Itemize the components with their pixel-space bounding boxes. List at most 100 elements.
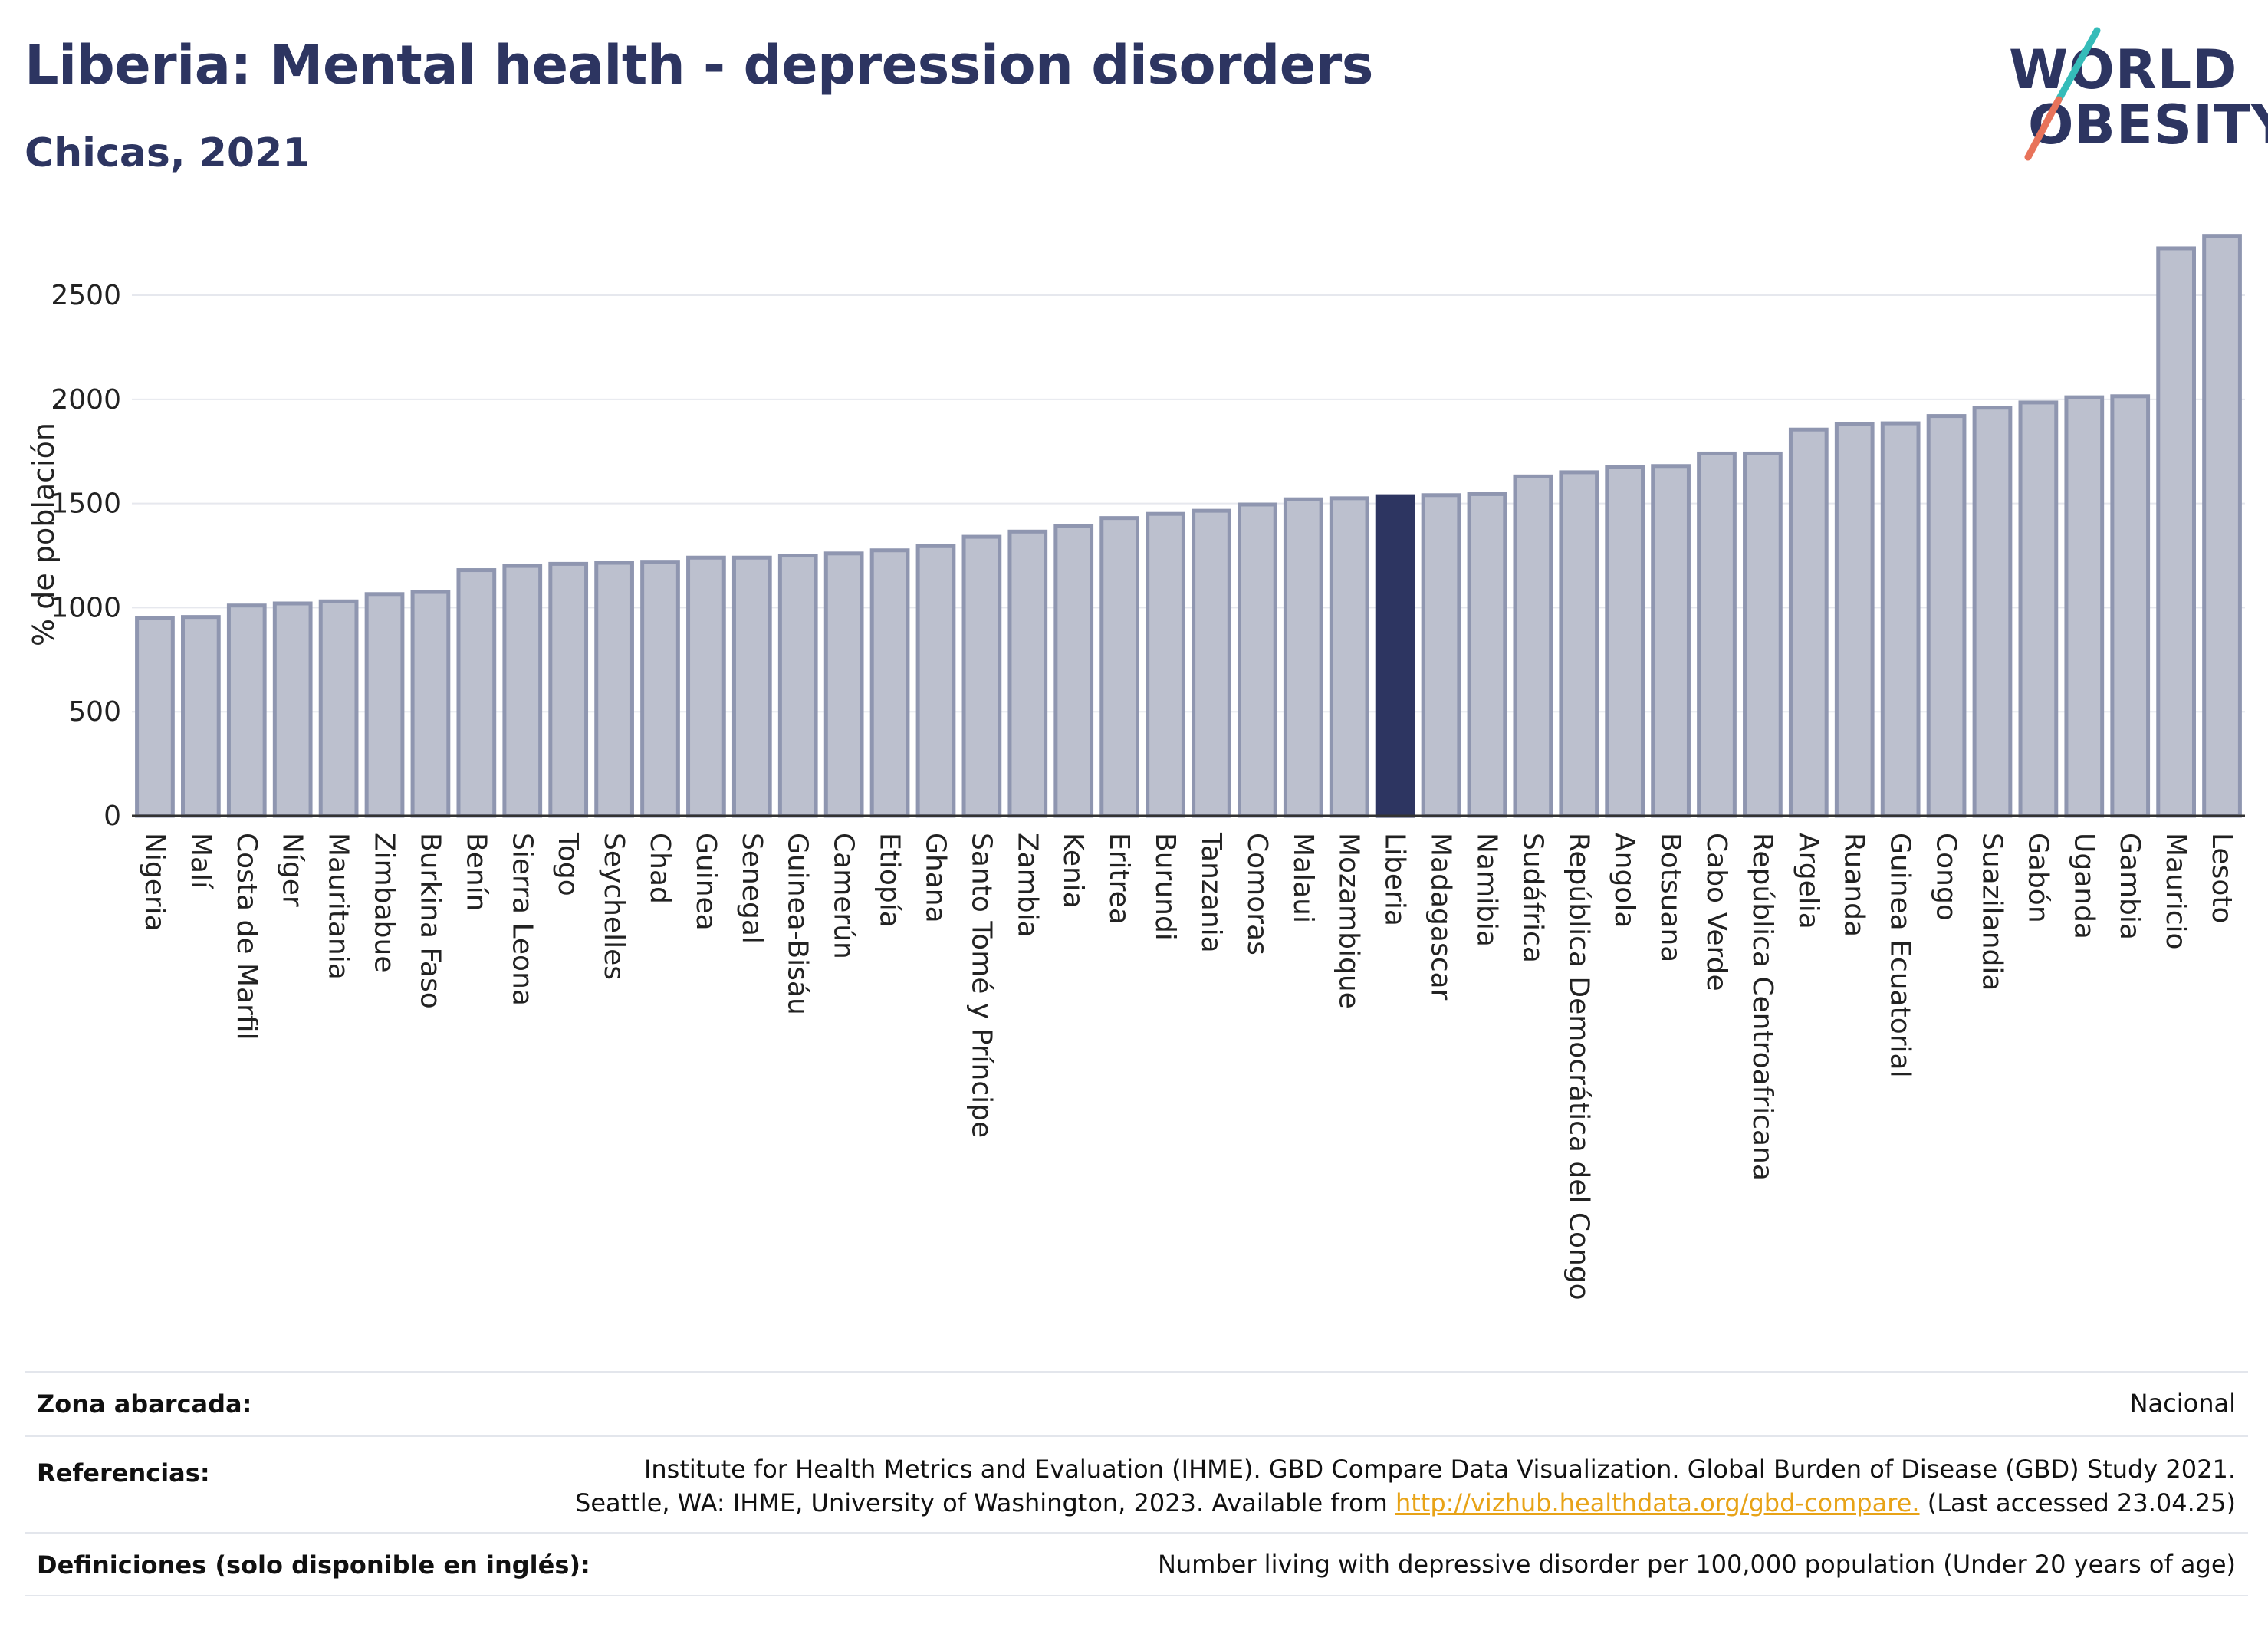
x-tick-label: Chad [644, 833, 675, 904]
bar [2018, 400, 2059, 818]
x-tick-label: Ghana [919, 833, 951, 923]
logo-slash-icon [2024, 27, 2101, 161]
footer-divider [25, 1532, 2248, 1534]
references-link[interactable]: http://vizhub.healthdata.org/gbd-compare… [1395, 1488, 1920, 1517]
coverage-value: Nacional [2129, 1389, 2236, 1418]
x-tick-label: Burkina Faso [414, 833, 445, 1009]
bar [1053, 524, 1094, 818]
bar [2156, 246, 2196, 818]
bar [364, 592, 405, 818]
bar [1007, 529, 1048, 818]
x-tick-label: República Centroafricana [1747, 833, 1778, 1181]
y-tick-label: 500 [68, 696, 121, 728]
bar [135, 616, 175, 818]
definitions-value: Number living with depressive disorder p… [1157, 1550, 2236, 1579]
bar [731, 555, 772, 818]
x-tick-label: Malaui [1287, 833, 1319, 923]
references-line-2: Seattle, WA: IHME, University of Washing… [575, 1486, 2236, 1520]
x-tick-label: Guinea Ecuatorial [1885, 833, 1916, 1078]
coverage-label: Zona abarcada: [37, 1389, 252, 1419]
bar [1375, 494, 1415, 818]
x-tick-label: Benín [460, 833, 491, 911]
x-tick-label: Angola [1609, 833, 1640, 928]
x-tick-label: Malí [185, 833, 216, 889]
x-tick-label: Namibia [1471, 833, 1502, 947]
y-tick-label: 2500 [51, 280, 121, 311]
x-tick-label: Nigeria [139, 833, 170, 932]
bar [456, 568, 497, 818]
bar [686, 555, 726, 818]
x-tick-label: Burundi [1149, 833, 1181, 941]
bar [1467, 492, 1507, 818]
bar [318, 599, 359, 818]
x-tick-label: Comoras [1241, 833, 1273, 955]
x-tick-label: Uganda [2068, 833, 2099, 939]
bar [410, 590, 451, 818]
bar [1788, 427, 1829, 818]
references-line-2-text: Seattle, WA: IHME, University of Washing… [575, 1488, 1388, 1517]
bar [1743, 451, 1783, 818]
references-label: Referencias: [37, 1458, 210, 1488]
footer-row-definitions: Definiciones (solo disponible en inglés)… [25, 1541, 2248, 1595]
bar [1099, 516, 1139, 818]
x-tick-label: Camerún [828, 833, 860, 959]
x-tick-label: Etiopía [874, 833, 906, 928]
bar [2202, 234, 2242, 818]
x-tick-label: Seychelles [598, 833, 629, 980]
bar [915, 544, 956, 818]
x-tick-label: Mauritania [323, 833, 354, 980]
y-tick-label: 0 [104, 801, 121, 832]
x-tick-label: Zimbabue [369, 833, 400, 972]
bar [1559, 470, 1599, 818]
x-tick-label: Cabo Verde [1701, 833, 1732, 991]
x-tick-label: Argelia [1793, 833, 1824, 929]
definitions-label: Definiciones (solo disponible en inglés)… [37, 1550, 590, 1580]
y-tick-label: 2000 [51, 384, 121, 416]
x-tick-label: Santo Tomé y Príncipe [965, 833, 997, 1138]
logo-line-1: WORLD [2009, 38, 2238, 101]
x-tick-label: Guinea [690, 833, 721, 931]
x-tick-label: Liberia [1379, 833, 1411, 926]
x-tick-label: Eritrea [1103, 833, 1135, 925]
bar [1834, 422, 1875, 818]
y-axis-label: % de población [27, 422, 61, 646]
bar [640, 560, 680, 818]
bar [1146, 511, 1185, 818]
logo-line-2: OBESITY [2028, 94, 2268, 156]
y-tick-label: 1500 [51, 488, 121, 520]
x-tick-label: Mozambique [1333, 833, 1365, 1009]
x-tick-label: República Democrática del Congo [1563, 833, 1594, 1300]
bar [548, 561, 589, 818]
bar [502, 564, 543, 818]
x-tick-label: Tanzania [1195, 832, 1227, 953]
x-tick-label: Sudáfrica [1517, 833, 1548, 963]
x-tick-label: Lesoto [2206, 833, 2237, 924]
x-tick-label: Zambia [1011, 833, 1043, 938]
bar [2064, 395, 2105, 818]
bar [1880, 421, 1921, 818]
x-tick-label: Mauricio [2160, 833, 2191, 950]
page-title: Liberia: Mental health - depression diso… [25, 34, 1373, 97]
x-tick-label: Senegal [736, 833, 768, 944]
bar [1329, 496, 1369, 818]
bar [869, 548, 910, 818]
x-tick-label: Suazilandia [1976, 833, 2007, 991]
y-tick-label: 1000 [51, 592, 121, 623]
bar [961, 534, 1002, 818]
footer-row-coverage: Zona abarcada: Nacional [25, 1380, 2248, 1434]
x-tick-label: Kenia [1057, 833, 1089, 909]
bar [1283, 497, 1323, 818]
bar [226, 603, 267, 818]
x-tick-label: Costa de Marfil [231, 833, 262, 1041]
references-accessed: (Last accessed 23.04.25) [1919, 1488, 2236, 1517]
bar [1651, 464, 1691, 818]
references-line-1: Institute for Health Metrics and Evaluat… [643, 1455, 2236, 1484]
footer-divider [25, 1435, 2248, 1437]
bar-chart: 0 500 1000 1500 2000 2500 % de población Nigeri… [27, 234, 2245, 1300]
x-tick-label: Sierra Leona [506, 833, 537, 1006]
bar [1421, 493, 1461, 818]
bar [1192, 508, 1231, 818]
bar [823, 551, 864, 818]
bar [1697, 451, 1737, 818]
bar [2110, 394, 2151, 818]
